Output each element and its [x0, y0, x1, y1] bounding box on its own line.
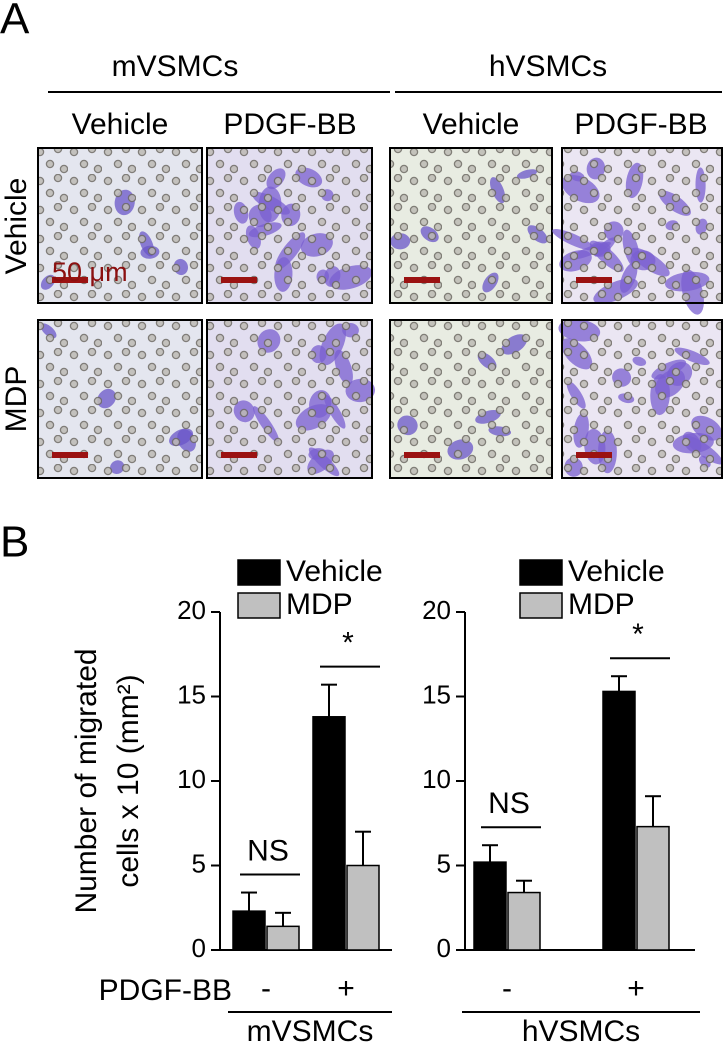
micrograph-frame — [561, 147, 723, 304]
bar — [266, 925, 300, 951]
bar — [636, 825, 670, 951]
annotation: NS — [247, 834, 289, 867]
scale-bar — [404, 277, 440, 283]
group-label: hVSMCs — [489, 50, 607, 83]
y-tick-label: 0 — [437, 933, 451, 963]
legend-label: Vehicle — [568, 555, 665, 588]
scale-bar — [52, 277, 88, 283]
micrographs — [37, 147, 723, 479]
micrograph — [558, 318, 723, 479]
legend-swatch — [519, 592, 563, 619]
micrograph — [206, 147, 373, 304]
group-label: mVSMCs — [247, 1015, 374, 1048]
cells — [562, 320, 722, 478]
micrograph — [37, 319, 203, 479]
column-label: Vehicle — [423, 108, 520, 141]
annotation: NS — [488, 787, 530, 820]
micrograph — [389, 147, 553, 304]
micrograph-frame — [37, 319, 203, 479]
micrograph — [389, 319, 553, 479]
x-tick-label: + — [337, 972, 355, 1005]
y-axis-label: cells x 10 (mm²) — [112, 674, 145, 887]
column-label: PDGF-BB — [574, 108, 707, 141]
scale-bar — [52, 452, 88, 458]
y-axis-label: Number of migrated — [70, 648, 103, 913]
legend-label: Vehicle — [286, 555, 383, 588]
row-label: MDP — [0, 366, 33, 433]
y-tick-label: 0 — [192, 933, 206, 963]
micrograph — [552, 147, 723, 315]
micrograph — [206, 319, 376, 479]
cells — [207, 320, 372, 478]
y-tick-label: 20 — [422, 595, 451, 625]
y-tick-label: 15 — [177, 679, 206, 709]
bar — [346, 864, 380, 951]
bar — [473, 861, 507, 951]
bar — [507, 891, 541, 951]
group-label: hVSMCs — [522, 1015, 640, 1048]
y-tick-label: 15 — [422, 679, 451, 709]
bar — [312, 716, 346, 951]
y-tick-label: 5 — [437, 848, 451, 878]
bar — [232, 910, 266, 951]
micrograph-frame — [206, 319, 373, 479]
cells — [390, 320, 552, 478]
scale-bar — [221, 452, 257, 458]
bar — [602, 690, 636, 951]
row-label: Vehicle — [0, 178, 33, 275]
legend-swatch — [519, 559, 563, 586]
y-tick-label: 10 — [422, 764, 451, 794]
scale-bar — [576, 452, 612, 458]
scale-bar — [221, 277, 257, 283]
scale-bar-label: 50 μm — [52, 257, 128, 287]
scale-bar — [576, 277, 612, 283]
micrograph-frame — [37, 147, 203, 304]
group-label: mVSMCs — [112, 50, 239, 83]
legend-label: MDP — [568, 588, 635, 621]
micrograph-frame — [206, 147, 373, 304]
x-tick-label: + — [627, 972, 645, 1005]
micrograph-frame — [389, 147, 553, 304]
legend-swatch — [237, 592, 281, 619]
column-label: PDGF-BB — [223, 108, 356, 141]
annotation: * — [632, 618, 644, 651]
y-tick-label: 10 — [177, 764, 206, 794]
panel-label: A — [0, 0, 30, 44]
x-tick-label: - — [502, 972, 512, 1005]
micrograph — [37, 147, 203, 304]
legend-label: MDP — [286, 588, 353, 621]
x-tick-label: - — [261, 972, 271, 1005]
legend-swatch — [237, 559, 281, 586]
scale-bar — [404, 452, 440, 458]
micrograph-frame — [561, 319, 723, 479]
micrograph-frame — [389, 319, 553, 479]
x-row-label: PDGF-BB — [99, 974, 232, 1007]
panel-label: B — [0, 518, 29, 567]
y-tick-label: 5 — [192, 848, 206, 878]
column-label: Vehicle — [72, 108, 169, 141]
annotation: * — [342, 627, 354, 660]
cells — [38, 320, 202, 478]
y-tick-label: 20 — [177, 595, 206, 625]
